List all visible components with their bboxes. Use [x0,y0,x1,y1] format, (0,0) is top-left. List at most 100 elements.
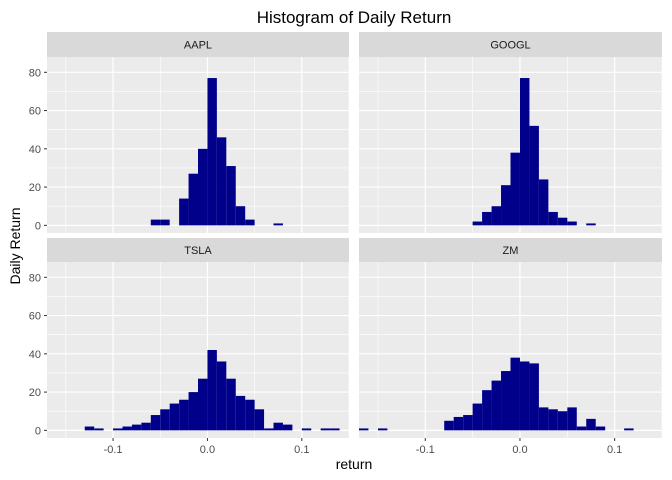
histogram-bar [179,399,189,431]
histogram-bar [113,428,123,431]
y-tick-label: 60 [29,311,41,323]
y-tick-label: 20 [29,387,41,399]
histogram-bar [359,428,369,431]
histogram-bar [198,378,208,431]
histogram-bar [501,371,511,431]
y-axis-title: Daily Return [7,207,23,284]
histogram-bar [198,148,208,226]
histogram-bar [169,403,180,431]
histogram-bar [586,223,596,226]
histogram-bar [273,422,283,431]
histogram-bar [282,424,293,431]
histogram-bar [595,426,606,431]
x-tick-label: -0.1 [416,444,435,456]
histogram-bar [510,152,520,226]
facet-strip [359,238,662,262]
y-tick-label: 0 [35,220,41,232]
histogram-bar [330,428,340,431]
histogram-bar [160,219,170,226]
histogram-bar [557,217,568,226]
facet-strip-label: AAPL [184,40,212,52]
y-tick-label: 80 [29,272,41,284]
histogram-bar [567,407,577,431]
histogram-bar [188,173,198,226]
histogram-bar [301,428,312,431]
histogram-bar [510,357,520,431]
histogram-bar [567,221,577,226]
histogram-bar [377,428,388,431]
histogram-bar [216,137,227,226]
histogram-bar [188,392,198,431]
histogram-bar [538,407,549,431]
x-tick-label: 0.0 [512,444,527,456]
histogram-bar [491,380,502,431]
x-tick-label: 0.1 [294,444,309,456]
facet-panels: AAPL 0 20 40 60 80 GOOGL TSLA 0 20 40 60 80 -0.1 0.0 0.… [29,32,663,456]
facet-strip [47,32,349,57]
histogram-bar [453,416,464,431]
histogram-bar [207,350,217,431]
facet-zm: ZM -0.1 0.0 0.1 [359,238,663,456]
histogram-bar [444,420,454,431]
histogram-bar [94,428,104,431]
facet-strip-label: TSLA [184,245,212,257]
histogram-bar [245,219,255,226]
x-tick-label: 0.0 [200,444,215,456]
histogram-bar [576,426,587,431]
x-tick-label: -0.1 [104,444,123,456]
histogram-bar [235,206,246,226]
histogram-bar [519,78,530,226]
histogram-bar [519,361,530,431]
y-tick-label: 40 [29,349,41,361]
histogram-bar [179,198,189,226]
histogram-bar [548,409,558,431]
y-tick-label: 20 [29,182,41,194]
histogram-bar [472,403,483,431]
histogram-bar [245,399,255,431]
histogram-bar [529,125,539,226]
histogram-bar [226,166,236,226]
histogram-bar [538,179,549,226]
facet-strip [47,238,349,262]
histogram-bar [226,378,236,431]
histogram-bar [235,395,246,431]
histogram-bar [207,78,217,226]
histogram-bar [150,219,161,226]
facet-strip-label: ZM [503,245,519,257]
histogram-bar [557,411,568,431]
histogram-bar [216,361,227,431]
histogram-bar [586,418,596,431]
histogram-bar [264,428,274,431]
histogram-bar [150,415,161,431]
histogram-bar [254,409,265,431]
histogram-bar [273,223,283,226]
facet-googl: GOOGL [359,32,663,233]
histogram-bar [84,426,95,431]
histogram-bar [548,211,558,226]
histogram-bar [482,390,492,431]
x-tick-label: 0.1 [607,444,622,456]
histogram-bar [131,424,142,431]
y-tick-label: 60 [29,106,41,118]
histogram-bar [501,185,511,226]
histogram-bar [624,428,634,431]
y-tick-label: 40 [29,144,41,156]
y-tick-label: 0 [35,425,41,437]
histogram-bar [491,206,502,226]
facet-strip-label: GOOGL [490,40,530,52]
histogram-bar [320,428,331,431]
histogram-bar [122,426,132,431]
histogram-bar [141,422,151,431]
histogram-bar [160,409,170,431]
facet-strip [359,32,662,57]
histogram-bar [463,415,473,431]
histogram-bar [529,363,539,431]
facet-tsla: TSLA 0 20 40 60 80 -0.1 0.0 0.1 [29,238,350,456]
x-axis-title: return [336,456,373,472]
histogram-bar [482,211,492,226]
facet-aapl: AAPL 0 20 40 60 80 [29,32,350,233]
histogram-bar [472,221,483,226]
chart-title: Histogram of Daily Return [257,8,452,27]
y-tick-label: 80 [29,67,41,79]
